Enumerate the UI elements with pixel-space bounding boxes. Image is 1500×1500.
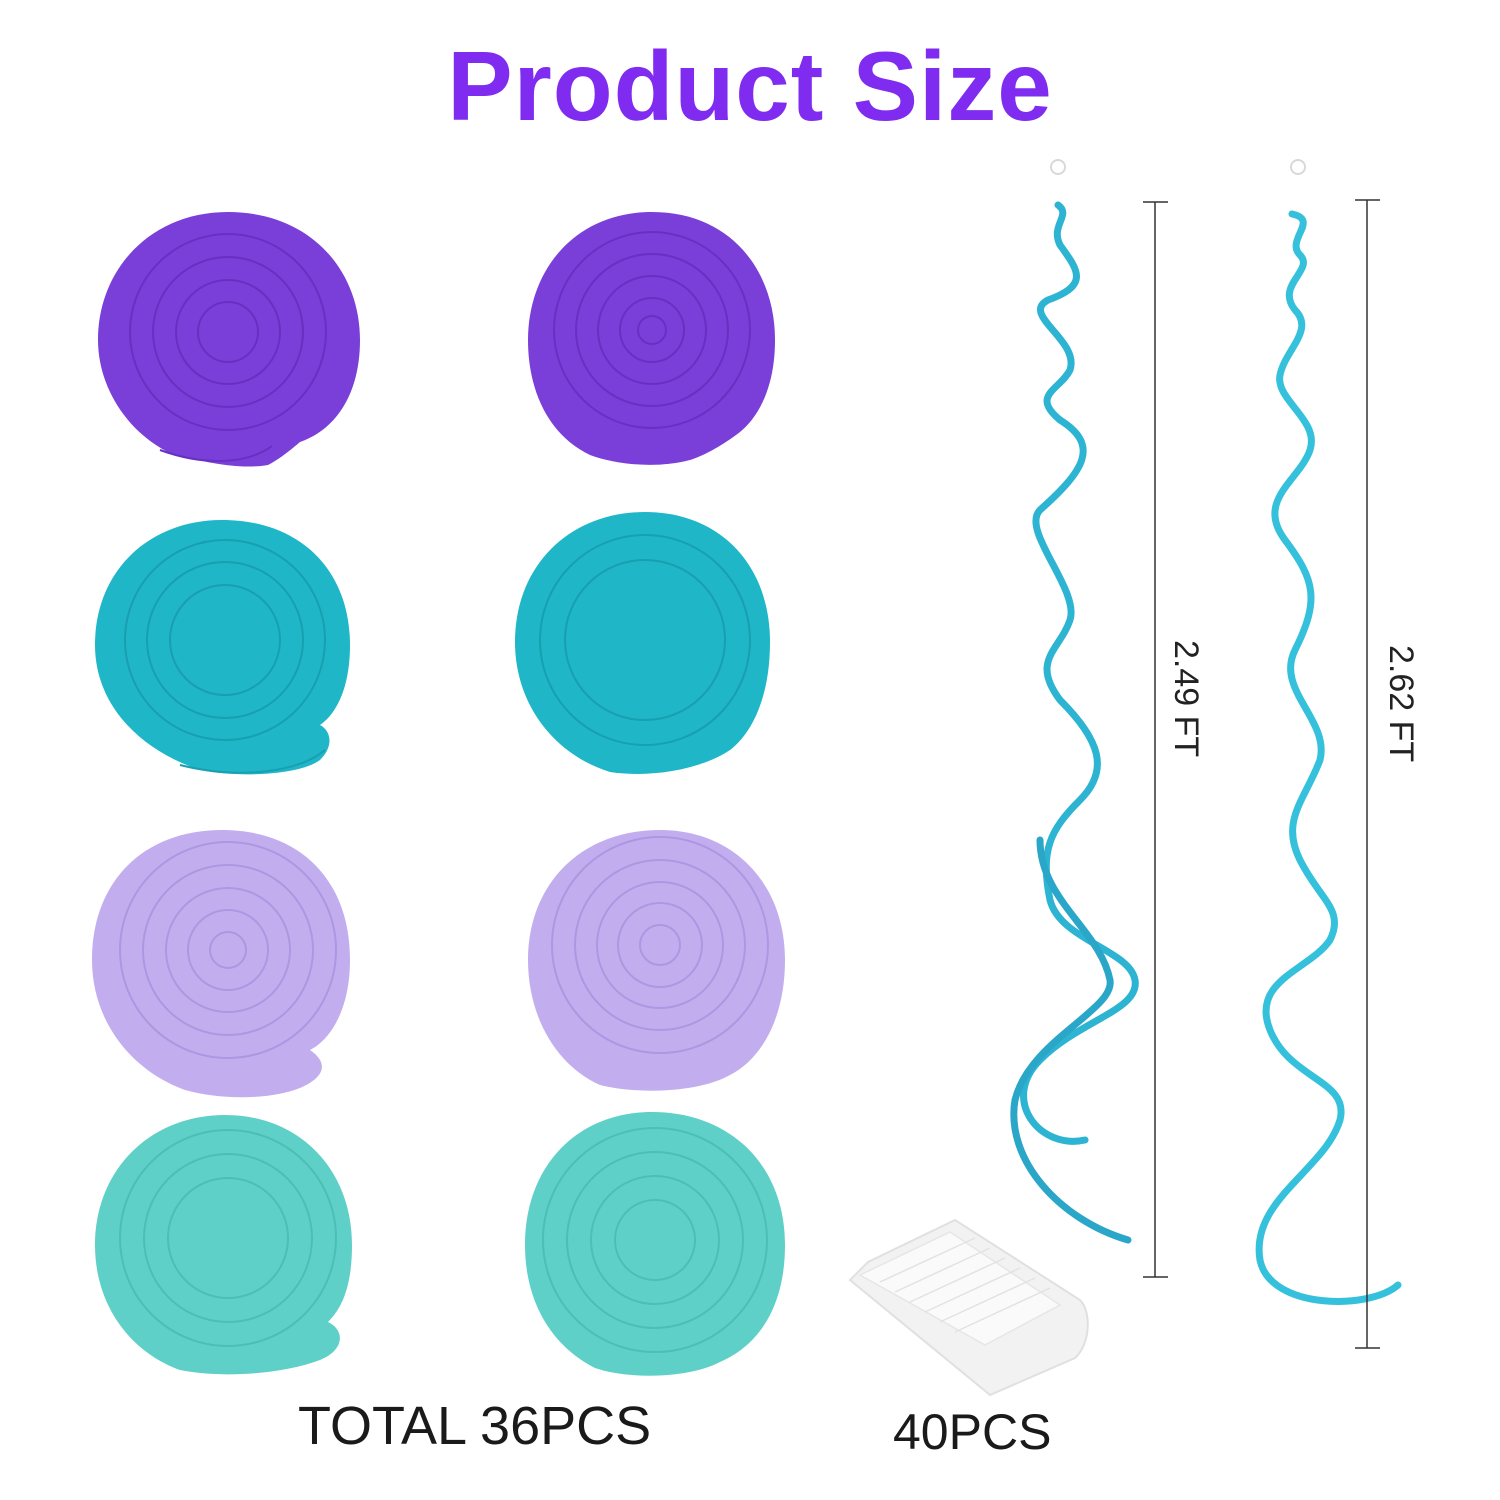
- aqua-swirl-1: [95, 1115, 352, 1375]
- page-title: Product Size: [447, 31, 1053, 141]
- hooks-count-caption: 40PCS: [893, 1404, 1052, 1460]
- lavender-swirl-1: [92, 830, 350, 1098]
- streamer-1: [1010, 159, 1139, 1244]
- length-label-1: 2.49 FT: [1167, 640, 1205, 758]
- dimension-line-1: [1143, 201, 1168, 1278]
- teal-swirl-1: [95, 520, 350, 775]
- purple-swirl-2: [528, 212, 775, 465]
- streamer-2: [1255, 159, 1402, 1305]
- dimension-line-2: [1355, 199, 1380, 1349]
- aqua-swirl-2: [525, 1112, 785, 1376]
- purple-swirl-1: [98, 212, 360, 467]
- total-count-caption: TOTAL 36PCS: [298, 1396, 652, 1456]
- plastic-hooks-pack: [848, 1218, 1089, 1397]
- length-label-2: 2.62 FT: [1382, 645, 1420, 763]
- lavender-swirl-2: [528, 830, 785, 1091]
- teal-swirl-2: [515, 512, 770, 774]
